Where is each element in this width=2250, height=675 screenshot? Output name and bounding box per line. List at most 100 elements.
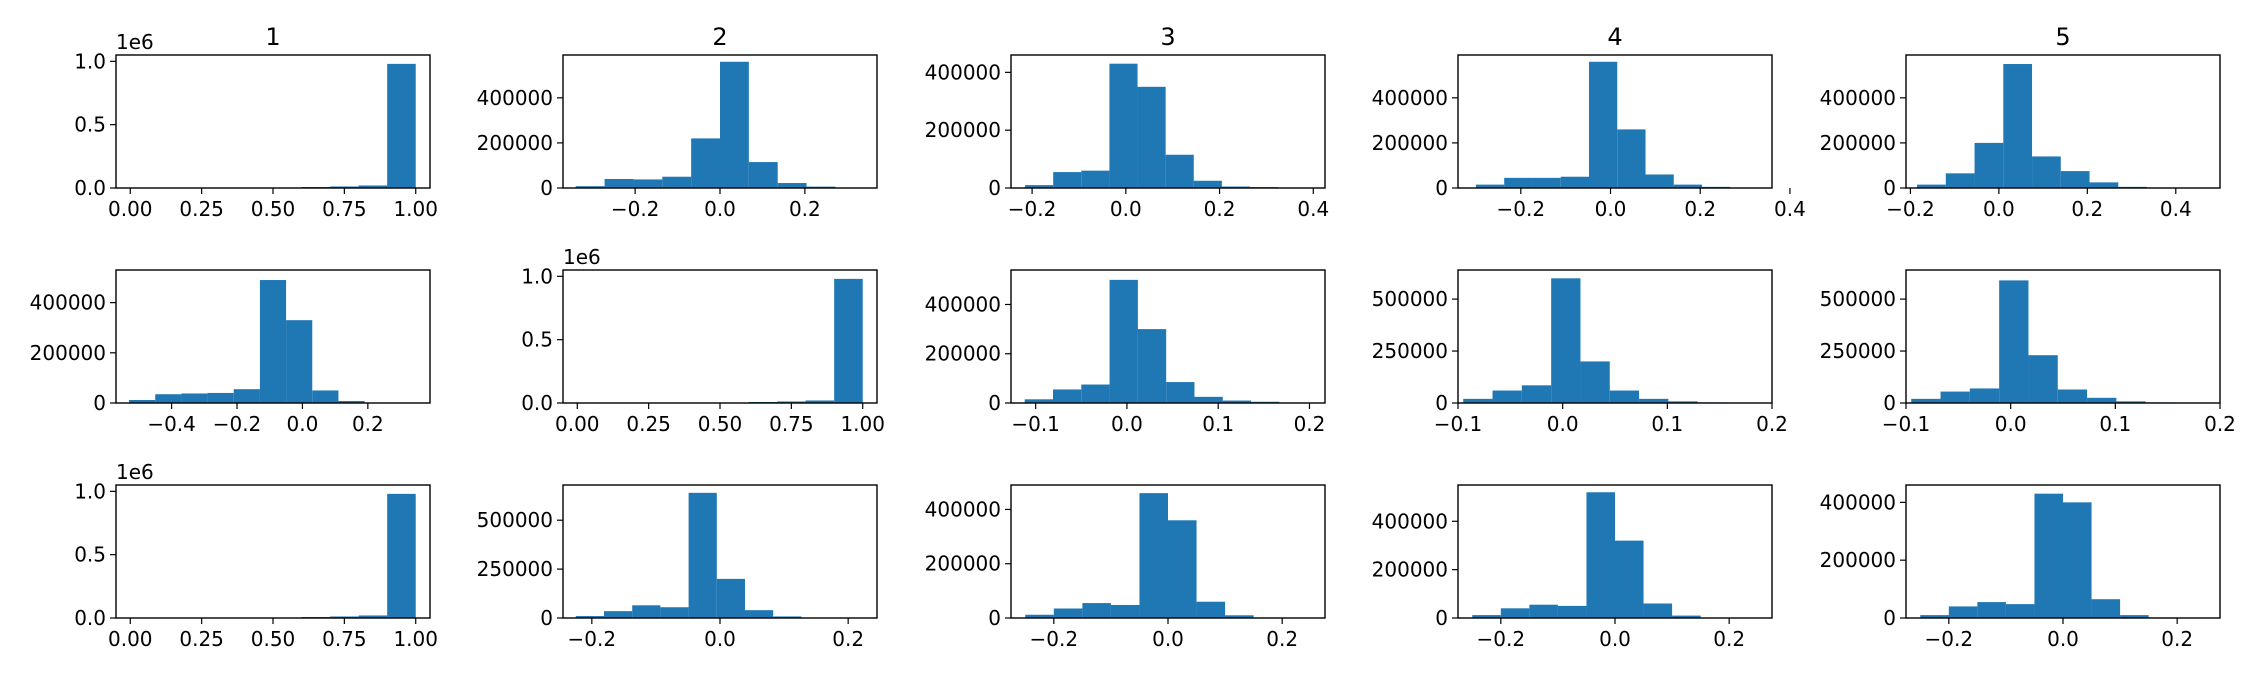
histogram-bar <box>1472 615 1501 618</box>
histogram-bar <box>633 179 663 188</box>
x-tick-label: 0.0 <box>2047 627 2079 651</box>
subplot-r3-c5: −0.2 0.0 0.2 0 200000 400000 <box>1820 484 2221 651</box>
histogram-bar <box>1225 615 1254 618</box>
x-tick-label: 0.00 <box>108 627 153 651</box>
x-tick-label: −0.2 <box>611 197 660 221</box>
axes-frame <box>562 269 878 404</box>
y-tick-label: 400000 <box>925 497 1001 521</box>
x-tick-label: 0.2 <box>352 412 384 436</box>
x-tick-label: 0.2 <box>2071 197 2103 221</box>
histogram-bar <box>1165 154 1194 188</box>
histogram-bar <box>1221 186 1251 188</box>
y-tick-label: 200000 <box>925 342 1001 366</box>
y-tick-label: 200000 <box>925 118 1001 142</box>
x-tick-label: 0.0 <box>704 197 736 221</box>
subplot-r1-c1: 0.00 0.25 0.50 0.75 1.00 0.0 0.5 1.0 1e6 <box>74 30 438 221</box>
x-tick-label: 0.2 <box>1756 412 1788 436</box>
y-tick-label: 200000 <box>477 131 553 155</box>
histogram-bar <box>2060 171 2090 188</box>
subplot-r3-c4: −0.2 0.0 0.2 0 200000 400000 <box>1372 484 1773 651</box>
histogram-bar <box>1168 520 1197 618</box>
histogram-bar <box>1081 384 1110 403</box>
histogram-bar <box>1463 398 1493 403</box>
histogram-bar <box>233 389 260 403</box>
histogram-bar <box>604 178 634 188</box>
histogram-bar <box>1081 170 1110 188</box>
histogram-bar <box>688 492 717 618</box>
histogram-bar <box>1673 184 1703 188</box>
histogram-bar <box>259 280 287 403</box>
x-tick-label: −0.1 <box>1011 412 1060 436</box>
histogram-bar <box>2057 389 2088 403</box>
histogram-bar <box>1504 177 1533 188</box>
histogram-bar <box>662 176 692 188</box>
subplot-r2-c4: −0.1 0.0 0.1 0.2 0 250000 500000 <box>1372 269 1788 436</box>
x-tick-label: 0.1 <box>2099 412 2131 436</box>
histogram-bar <box>1977 602 2006 618</box>
histogram-bar <box>632 605 661 618</box>
x-tick-label: 0.00 <box>108 197 153 221</box>
y-tick-label: 0 <box>1883 391 1896 415</box>
axes-frame <box>115 269 431 404</box>
histogram-bar <box>1615 540 1644 618</box>
histogram-bar <box>1052 389 1082 403</box>
y-tick-label: 500000 <box>1372 287 1448 311</box>
subplot-r2-c3: −0.1 0.0 0.1 0.2 0 200000 400000 <box>925 269 1326 436</box>
x-tick-label: 0.4 <box>2160 197 2192 221</box>
histogram-bar <box>129 399 156 403</box>
histogram-bar <box>338 400 365 403</box>
x-tick-label: 0.2 <box>2161 627 2193 651</box>
axes-frame <box>1010 54 1326 189</box>
histogram-bar <box>1974 142 2004 188</box>
y-tick-label: 0 <box>1435 606 1448 630</box>
histogram-bar <box>155 394 182 403</box>
histogram-bar <box>2063 502 2092 618</box>
histogram-bar <box>1109 279 1138 403</box>
histogram-bar <box>1668 401 1698 403</box>
x-tick-label: 0.2 <box>2204 412 2236 436</box>
y-tick-label: 0 <box>540 606 553 630</box>
histogram-bar <box>575 186 605 188</box>
histogram-bar <box>1551 278 1581 403</box>
x-tick-label: 0.2 <box>1266 627 1298 651</box>
x-tick-label: 0.0 <box>1995 412 2027 436</box>
x-tick-label: −0.2 <box>1886 197 1935 221</box>
y-tick-label: 400000 <box>477 86 553 110</box>
subplot-r1-c2: −0.2 0.0 0.2 0 200000 400000 <box>477 54 878 221</box>
histogram-bar <box>1196 601 1226 618</box>
histogram-bar <box>207 392 234 403</box>
histogram-bar <box>1911 398 1941 403</box>
y-tick-label: 400000 <box>925 60 1001 84</box>
histogram-bar <box>2005 604 2035 618</box>
axes-frame <box>1457 54 1773 189</box>
x-tick-label: 0.1 <box>1202 412 1234 436</box>
y-tick-label: 200000 <box>925 552 1001 576</box>
subplot-r2-c2: 0.00 0.25 0.50 0.75 1.00 0.0 0.5 1.0 1e6 <box>521 245 885 436</box>
histogram-bar <box>777 183 807 188</box>
y-tick-label: 0.5 <box>74 113 106 137</box>
subplot-r1-c4: −0.2 0.0 0.2 0.4 0 200000 400000 <box>1372 54 1806 221</box>
subplot-r3-c1: 0.00 0.25 0.50 0.75 1.00 0.0 0.5 1.0 1e6 <box>74 460 438 651</box>
histogram-bar <box>660 607 689 618</box>
histogram-bar <box>575 616 605 618</box>
x-tick-label: 1.00 <box>393 197 438 221</box>
x-tick-label: 0.75 <box>769 412 814 436</box>
column-title-4: 4 <box>1607 23 1622 51</box>
histogram-bar <box>1643 603 1673 618</box>
histogram-bar <box>1137 329 1167 403</box>
subplot-r1-c5: −0.2 0.0 0.2 0.4 0 200000 400000 <box>1820 54 2221 221</box>
x-tick-label: 0.1 <box>1651 412 1683 436</box>
y-tick-label: 250000 <box>1372 339 1448 363</box>
y-tick-label: 200000 <box>1820 131 1896 155</box>
x-tick-label: −0.2 <box>1497 197 1546 221</box>
histogram-bar <box>387 493 416 618</box>
histogram-bar <box>1024 399 1053 403</box>
histogram-bar <box>773 616 802 618</box>
y-tick-label: 500000 <box>1820 287 1896 311</box>
histogram-bar <box>805 400 835 403</box>
y-tick-label: 400000 <box>925 292 1001 316</box>
histogram-bar <box>2087 397 2117 403</box>
x-tick-label: 0.50 <box>251 197 296 221</box>
histogram-bar <box>777 401 806 403</box>
